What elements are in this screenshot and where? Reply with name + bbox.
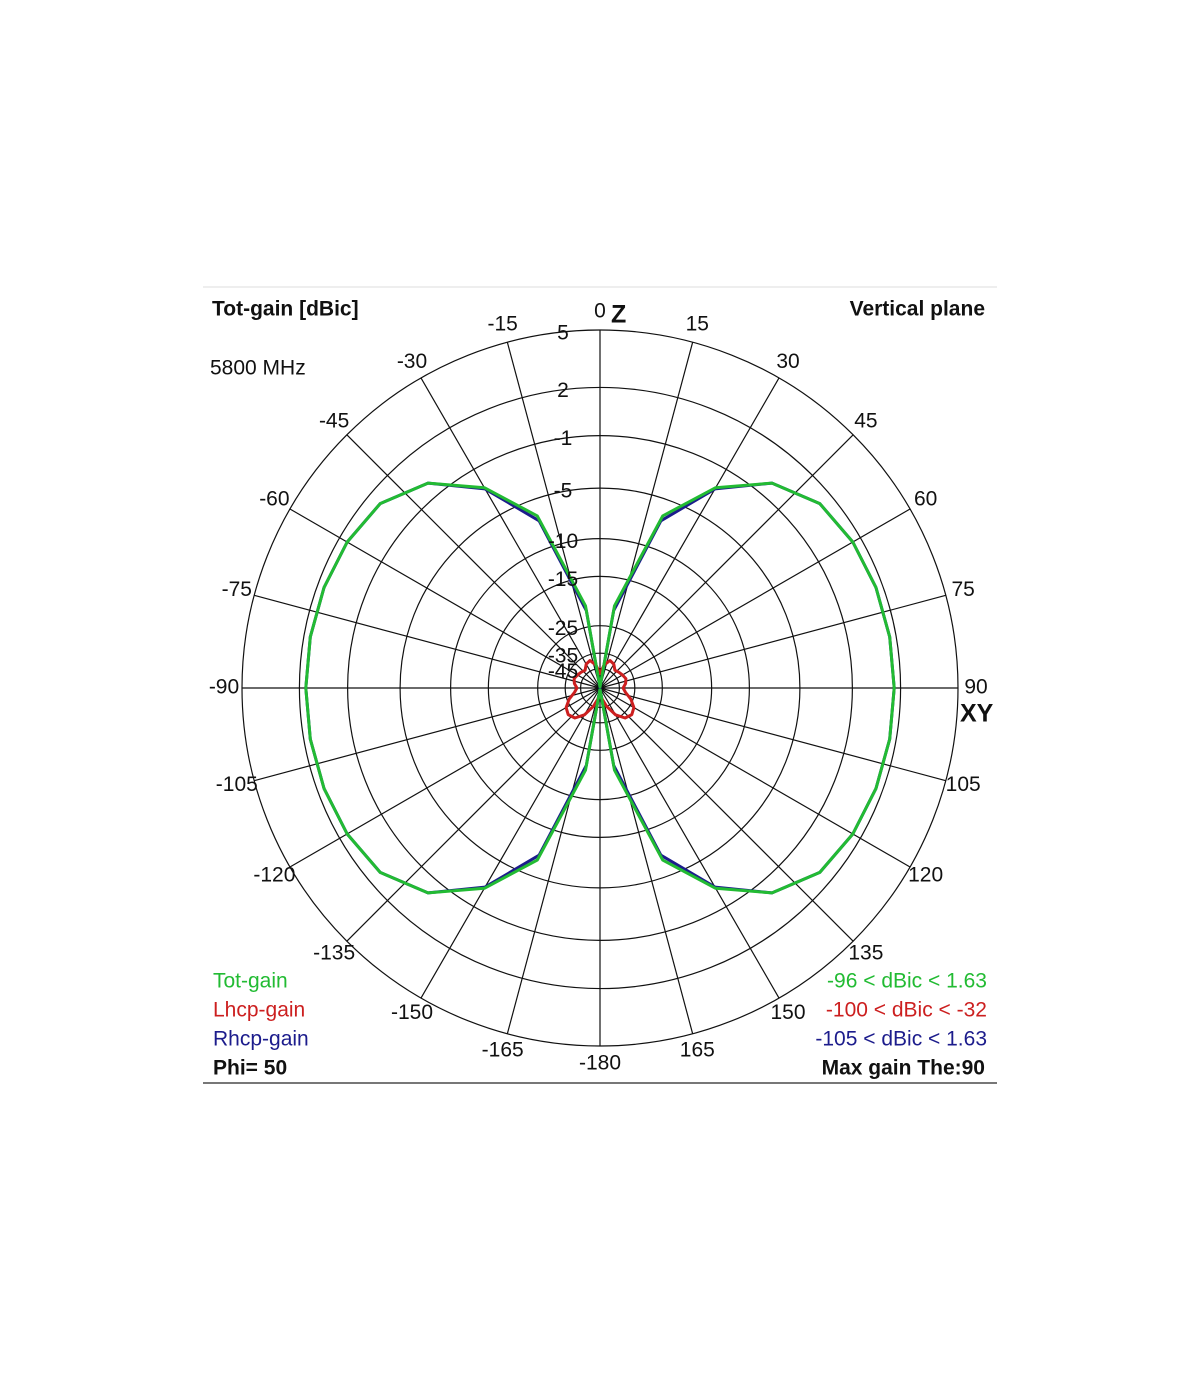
grid-spoke: [599, 594, 946, 689]
grid-spoke: [599, 687, 854, 942]
grid-spoke: [289, 687, 601, 868]
angle-tick-label: -75: [222, 578, 252, 601]
grid-spoke: [254, 687, 601, 782]
grid-spoke: [599, 687, 911, 868]
curves: [304, 481, 896, 895]
angle-tick-label: -15: [488, 312, 518, 335]
angle-tick-label: -165: [482, 1039, 524, 1062]
angle-tick-label: -135: [313, 941, 355, 964]
angle-tick-label: 120: [908, 864, 943, 887]
r-tick-label: -25: [548, 617, 578, 640]
grid-spoke: [599, 687, 694, 1034]
angle-tick-label: -90: [209, 676, 239, 699]
grid-spoke: [506, 687, 601, 1034]
r-tick-label: -35: [548, 645, 578, 668]
horizon-label: XY: [960, 700, 994, 728]
angle-tick-label: -30: [397, 350, 427, 373]
range-label: -100 < dBic < -32: [826, 999, 987, 1022]
range-label: -96 < dBic < 1.63: [827, 970, 987, 993]
grid-spoke: [599, 508, 911, 689]
legend-entry: Rhcp-gain: [213, 1028, 309, 1051]
labels: Tot-gain [dBic] 5800 MHz Vertical plane …: [209, 298, 994, 1080]
plane: Vertical plane: [850, 298, 985, 321]
angle-tick-label: 15: [686, 312, 709, 335]
grid: [241, 329, 959, 1047]
grid-spoke: [420, 687, 601, 999]
r-tick-label: -5: [554, 480, 573, 503]
r-tick-label: 5: [557, 322, 569, 345]
angle-tick-label: -45: [319, 410, 349, 433]
angle-tick-label: 150: [770, 1001, 805, 1024]
grid-spoke: [346, 434, 601, 689]
max-gain-label: Max gain The:90: [822, 1057, 985, 1080]
r-tick-label: -15: [548, 568, 578, 591]
grid-spoke: [506, 342, 601, 689]
r-tick-label: -10: [548, 530, 578, 553]
angle-tick-label: -120: [253, 864, 295, 887]
grid-spoke: [599, 377, 780, 689]
angle-tick-label: -105: [216, 773, 258, 796]
r-tick-label: 2: [557, 379, 569, 402]
legend-entry: Lhcp-gain: [213, 999, 305, 1022]
angle-tick-label: 105: [946, 773, 981, 796]
legend-entry: Tot-gain: [213, 970, 288, 993]
angle-tick-label: 0: [594, 300, 606, 323]
grid-spoke: [599, 342, 694, 689]
angle-tick-label: 45: [854, 410, 877, 433]
zenith-label: Z: [611, 301, 626, 329]
angle-tick-label: 90: [964, 676, 987, 699]
angle-tick-label: -60: [259, 488, 289, 511]
angle-tick-label: -180: [579, 1052, 621, 1075]
grid-spoke: [599, 687, 780, 999]
r-tick-label: -45: [548, 660, 578, 683]
grid-spoke: [599, 434, 854, 689]
chart-title: Tot-gain [dBic]: [212, 298, 359, 321]
grid-spoke: [289, 508, 601, 689]
range-label: -105 < dBic < 1.63: [815, 1028, 987, 1051]
angle-tick-label: 60: [914, 488, 937, 511]
pattern-line: [564, 659, 636, 720]
angle-tick-label: 30: [776, 350, 799, 373]
grid-spoke: [420, 377, 601, 689]
angle-tick-label: 135: [848, 941, 883, 964]
angle-tick-label: 75: [952, 578, 975, 601]
r-tick-label: -1: [554, 427, 573, 450]
grid-spoke: [599, 687, 946, 782]
grid-spoke: [254, 594, 601, 689]
frequency: 5800 MHz: [210, 357, 306, 380]
angle-tick-label: -150: [391, 1001, 433, 1024]
grid-spoke: [346, 687, 601, 942]
pattern-line: [304, 481, 896, 895]
phi-label: Phi= 50: [213, 1057, 287, 1080]
angle-tick-label: 165: [680, 1039, 715, 1062]
